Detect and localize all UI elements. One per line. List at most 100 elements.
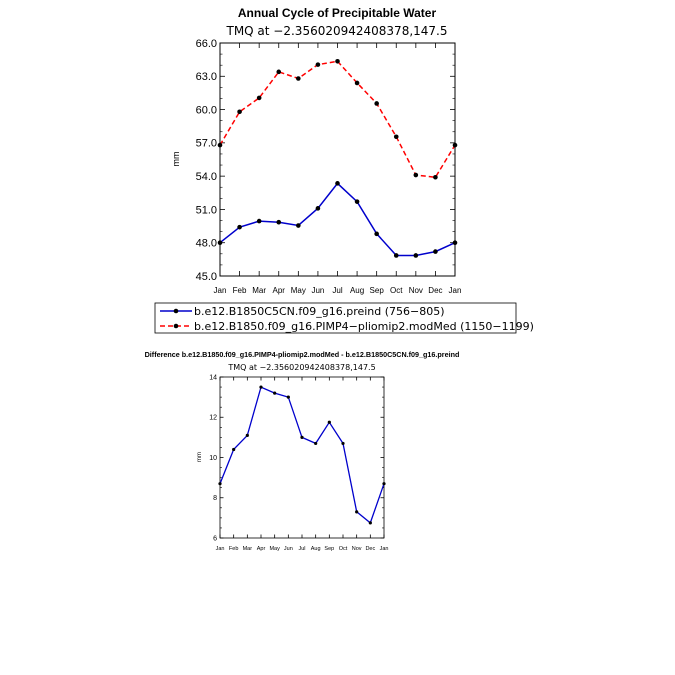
c1-series-1-point [393, 134, 399, 140]
c1-series-1-point [413, 172, 419, 178]
c2-series-0-point [245, 433, 249, 437]
c1-series-1-point [256, 95, 262, 101]
c1-y-tick-label: 48.0 [196, 238, 217, 250]
c2-series-0-point [218, 482, 222, 486]
c1-series-0-point [315, 206, 321, 211]
c2-x-tick-label: Oct [339, 546, 348, 552]
c1-series-0-point [354, 199, 360, 204]
c1-y-tick-label: 45.0 [196, 271, 217, 283]
chart2-x-tick-labels: Jan Feb Mar Apr May Jun Jul Aug Sep Oct Nov Dec Jan [216, 546, 389, 552]
c2-x-tick-label: Sep [324, 546, 334, 552]
chart1-axes [219, 42, 456, 277]
c2-series-0-point [341, 441, 345, 446]
c1-series-1-point [296, 76, 301, 81]
c2-series-line-0 [219, 386, 385, 524]
c1-y-tick-label: 54.0 [196, 171, 217, 183]
c1-series-0-point [374, 231, 379, 237]
c1-y-tick-label: 63.0 [196, 71, 217, 83]
c1-series-1-point [237, 109, 242, 115]
chart2-subtitle: TMQ at −2.356020942408378,147.5 [227, 363, 375, 372]
c1-series-0-point [237, 224, 242, 230]
chart2-y-axis-label: mm [197, 452, 203, 462]
c1-x-tick-label: Nov [409, 286, 423, 295]
c2-x-tick-label: Mar [243, 546, 253, 552]
chart1-y-axis-label: mm [171, 152, 181, 167]
c1-series-0-point [296, 223, 301, 228]
c2-x-tick-label: Jul [298, 546, 305, 552]
c1-series-line-1 [219, 60, 456, 179]
c1-x-tick-label: Apr [273, 286, 286, 295]
c1-x-tick-label: Jan [449, 286, 462, 295]
c1-x-tick-label: Dec [428, 286, 442, 295]
chart1-y-tick-labels: 45.0 48.0 51.0 54.0 57.0 60.0 63.0 66.0 [196, 38, 217, 283]
c1-series-0-point [433, 249, 438, 254]
c2-series-0-point [368, 521, 372, 525]
c2-series-0-point [300, 435, 304, 439]
c2-series-0-point [314, 441, 318, 446]
c1-y-tick-label: 57.0 [196, 138, 217, 150]
c1-x-tick-label: Jul [332, 286, 342, 295]
c2-series-0-point [273, 391, 277, 395]
chart2-series [218, 385, 386, 525]
c1-series-1-point [217, 142, 223, 148]
c1-x-tick-label: Aug [350, 286, 364, 295]
difference-chart: Difference b.e12.B1850.f09_g16.PIMP4-pli… [145, 350, 460, 552]
c1-series-0-point [276, 219, 282, 225]
c1-series-1-point [433, 174, 438, 180]
chart1-x-tick-labels: Jan Feb Mar Apr May Jun Jul Aug Sep Oct Nov Dec Jan [214, 286, 462, 295]
legend-box [154, 302, 517, 334]
c1-x-tick-label: Mar [252, 286, 266, 295]
c1-series-1-point [452, 142, 458, 148]
chart2-title: Difference b.e12.B1850.f09_g16.PIMP4-pli… [145, 350, 460, 359]
legend-label-preind: b.e12.B1850C5CN.f09_g16.preind (756−805) [194, 305, 445, 318]
c2-y-tick-label: 12 [209, 415, 217, 422]
c1-series-1-point [354, 80, 360, 86]
c1-series-line-0 [219, 182, 456, 257]
c1-x-tick-label: Jan [214, 286, 227, 295]
c1-x-tick-label: May [291, 286, 306, 295]
c2-x-tick-label: May [269, 546, 280, 552]
c2-x-tick-label: Jun [284, 546, 293, 552]
c1-y-tick-label: 66.0 [196, 38, 217, 50]
chart1-title: Annual Cycle of Precipitable Water [238, 6, 437, 20]
chart1-series [217, 59, 458, 258]
chart1-legend: b.e12.B1850C5CN.f09_g16.preind (756−805)… [154, 302, 534, 334]
chart2-y-tick-labels: 6 8 10 12 14 [209, 374, 217, 542]
c2-x-tick-label: Dec [365, 546, 375, 552]
c2-series-0-point [382, 482, 386, 486]
c1-series-0-point [413, 253, 419, 258]
chart2-axes [219, 376, 385, 539]
c1-x-tick-label: Feb [233, 286, 247, 295]
c1-y-tick-label: 60.0 [196, 104, 217, 116]
c2-series-0-point [355, 510, 359, 514]
c2-series-0-point [286, 395, 290, 399]
c1-series-0-point [452, 240, 458, 246]
c1-y-tick-label: 51.0 [196, 204, 217, 216]
legend-marker-preind [173, 308, 179, 314]
c1-series-1-point [276, 69, 282, 75]
c2-x-tick-label: Nov [352, 546, 362, 552]
c1-x-tick-label: Sep [370, 286, 385, 295]
c2-x-tick-label: Jan [380, 546, 389, 552]
c1-series-1-point [315, 62, 321, 67]
c1-series-0-point [335, 181, 340, 186]
c2-x-tick-label: Feb [229, 546, 238, 552]
chart1-subtitle: TMQ at −2.356020942408378,147.5 [225, 24, 447, 38]
legend-marker-pliomip [173, 323, 179, 329]
annual-cycle-chart: Annual Cycle of Precipitable Water TMQ a… [154, 6, 534, 334]
c1-series-0-point [217, 240, 223, 246]
c1-series-1-point [335, 59, 340, 64]
c2-series-0-point [259, 385, 263, 389]
c2-y-tick-label: 14 [209, 374, 217, 381]
c1-series-0-point [256, 218, 262, 224]
c2-y-tick-label: 10 [209, 455, 217, 462]
c1-x-tick-label: Jun [311, 286, 324, 295]
c1-series-1-point [374, 101, 379, 106]
c2-series-0-point [327, 420, 331, 424]
c1-x-tick-label: Oct [390, 286, 403, 295]
c2-x-tick-label: Aug [311, 546, 321, 552]
c2-x-tick-label: Jan [216, 546, 225, 552]
legend-label-pliomip: b.e12.B1850.f09_g16.PIMP4−pliomip2.modMe… [194, 320, 534, 333]
c2-x-tick-label: Apr [257, 546, 266, 552]
